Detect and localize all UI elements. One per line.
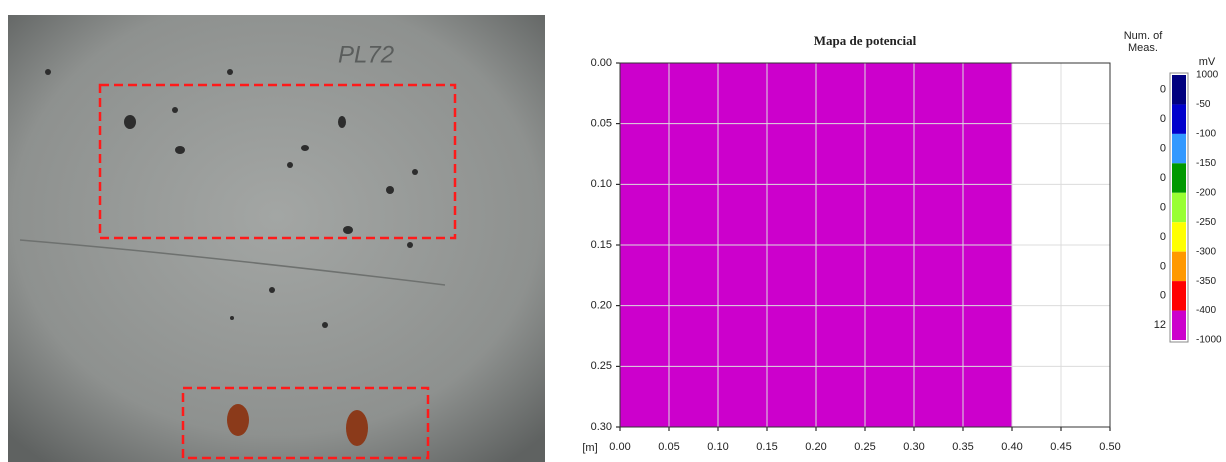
x-tick-label: 0.50 (1099, 441, 1120, 453)
y-tick-label: 0.15 (591, 239, 612, 251)
legend-swatch (1172, 281, 1186, 310)
x-tick-label: 0.15 (756, 441, 777, 453)
x-tick-label: 0.35 (952, 441, 973, 453)
legend-boundary: -200 (1196, 187, 1216, 198)
legend-boundary: 1000 (1196, 70, 1219, 81)
legend-count: 12 (1154, 319, 1166, 331)
rust-spot (227, 404, 249, 436)
x-tick-label: 0.00 (609, 441, 630, 453)
legend-boundary: -350 (1196, 276, 1216, 287)
legend-swatch (1172, 193, 1186, 222)
legend-count: 0 (1160, 231, 1166, 243)
legend-boundary: -150 (1196, 158, 1216, 169)
x-tick-label: 0.45 (1050, 441, 1071, 453)
x-tick-label: 0.05 (658, 441, 679, 453)
rust-spot (346, 410, 368, 446)
legend-boundary: -1000 (1196, 335, 1222, 346)
y-tick-label: 0.30 (591, 421, 612, 433)
legend-boundary: -50 (1196, 99, 1211, 110)
legend-swatch (1172, 104, 1186, 133)
legend-swatch (1172, 134, 1186, 163)
legend-count: 0 (1160, 201, 1166, 213)
y-tick-label: 0.05 (591, 118, 612, 130)
legend-count: 0 (1160, 172, 1166, 184)
legend-count: 0 (1160, 84, 1166, 96)
legend-count: 0 (1160, 260, 1166, 272)
legend-swatch (1172, 75, 1186, 104)
legend-count: 0 (1160, 143, 1166, 155)
legend-boundary: -100 (1196, 129, 1216, 140)
chart: PL72 Mapa de potencial [m] mV 0.00 0.05 0.… (0, 0, 1226, 462)
handwriting: PL72 (338, 41, 394, 68)
legend-swatch (1172, 252, 1186, 281)
legend-swatch (1172, 222, 1186, 251)
legend-swatch (1172, 311, 1186, 340)
legend-title: Num. of Meas. (1118, 30, 1168, 54)
legend-unit: mV (1199, 56, 1216, 68)
chart-title: Mapa de potencial (814, 33, 917, 48)
page: PL72 Mapa de potencial [m] mV 0.00 0.05 0.… (0, 0, 1226, 462)
y-tick-label: 0.20 (591, 300, 612, 312)
legend-count: 0 (1160, 113, 1166, 125)
x-tick-label: 0.20 (805, 441, 826, 453)
y-tick-label: 0.25 (591, 360, 612, 372)
x-tick-label: 0.10 (707, 441, 728, 453)
legend-boundary: -300 (1196, 246, 1216, 257)
x-tick-label: 0.25 (854, 441, 875, 453)
legend-boundary: -250 (1196, 217, 1216, 228)
photo: PL72 (8, 15, 545, 462)
x-tick-label: 0.30 (903, 441, 924, 453)
y-tick-label: 0.00 (591, 57, 612, 69)
legend-swatch (1172, 163, 1186, 192)
legend-boundary: -400 (1196, 305, 1216, 316)
x-axis-label: [m] (582, 442, 597, 454)
x-tick-label: 0.40 (1001, 441, 1022, 453)
y-tick-label: 0.10 (591, 178, 612, 190)
legend-count: 0 (1160, 290, 1166, 302)
